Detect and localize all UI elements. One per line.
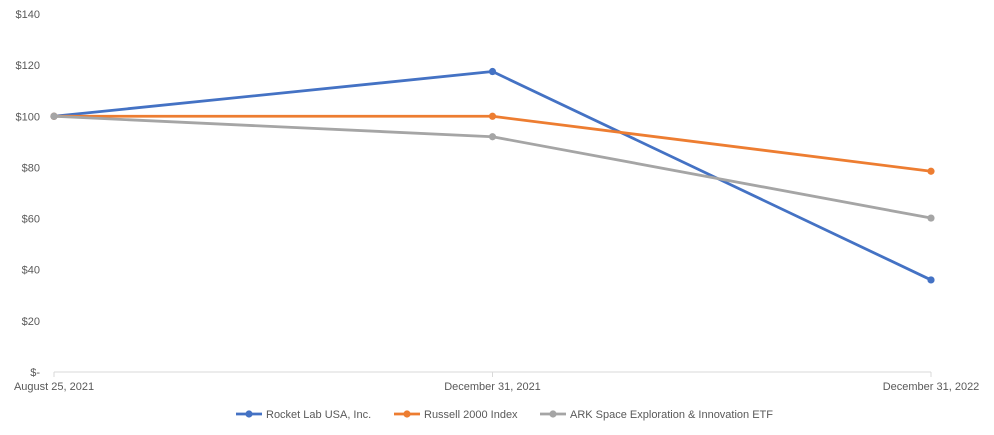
data-point (927, 167, 935, 175)
data-point (488, 67, 497, 76)
data-point (927, 214, 935, 222)
x-axis: August 25, 2021 December 31, 2021 December… (14, 371, 980, 393)
series-line (54, 114, 932, 173)
y-axis: $- $20 $40 $60 $80 $100 $120 $140 (16, 9, 41, 379)
legend: Rocket Lab USA, Inc. Russell 2000 Index AR… (236, 409, 773, 421)
legend-label: Russell 2000 Index (424, 409, 518, 421)
y-tick-label: $60 (22, 214, 40, 226)
x-tick-label: August 25, 2021 (14, 381, 94, 393)
legend-swatch-marker (403, 410, 411, 418)
y-tick-label: $40 (22, 265, 40, 277)
data-point (488, 112, 497, 120)
series-line (53, 70, 932, 282)
legend-item: ARK Space Exploration & Innovation ETF (540, 409, 773, 421)
y-tick-label: $20 (22, 316, 40, 328)
series-0 (50, 67, 935, 284)
legend-label: Rocket Lab USA, Inc. (266, 409, 371, 421)
legend-swatch-marker (549, 410, 557, 418)
legend-swatch-marker (245, 410, 253, 418)
data-point (488, 133, 497, 141)
series-line (53, 114, 932, 220)
series-2 (50, 112, 935, 222)
y-tick-label: $100 (16, 111, 40, 123)
series-1 (50, 112, 935, 175)
data-point (50, 112, 58, 120)
y-tick-label: $80 (22, 162, 40, 174)
data-point (927, 276, 935, 284)
legend-item: Rocket Lab USA, Inc. (236, 409, 371, 421)
x-tick-label: December 31, 2021 (444, 381, 541, 393)
x-tick-label: December 31, 2022 (883, 381, 980, 393)
y-tick-label: $140 (16, 9, 40, 21)
legend-label: ARK Space Exploration & Innovation ETF (570, 409, 773, 421)
legend-item: Russell 2000 Index (394, 409, 518, 421)
y-tick-label: $- (30, 367, 40, 379)
series-layer (50, 67, 935, 284)
y-tick-label: $120 (16, 60, 40, 72)
